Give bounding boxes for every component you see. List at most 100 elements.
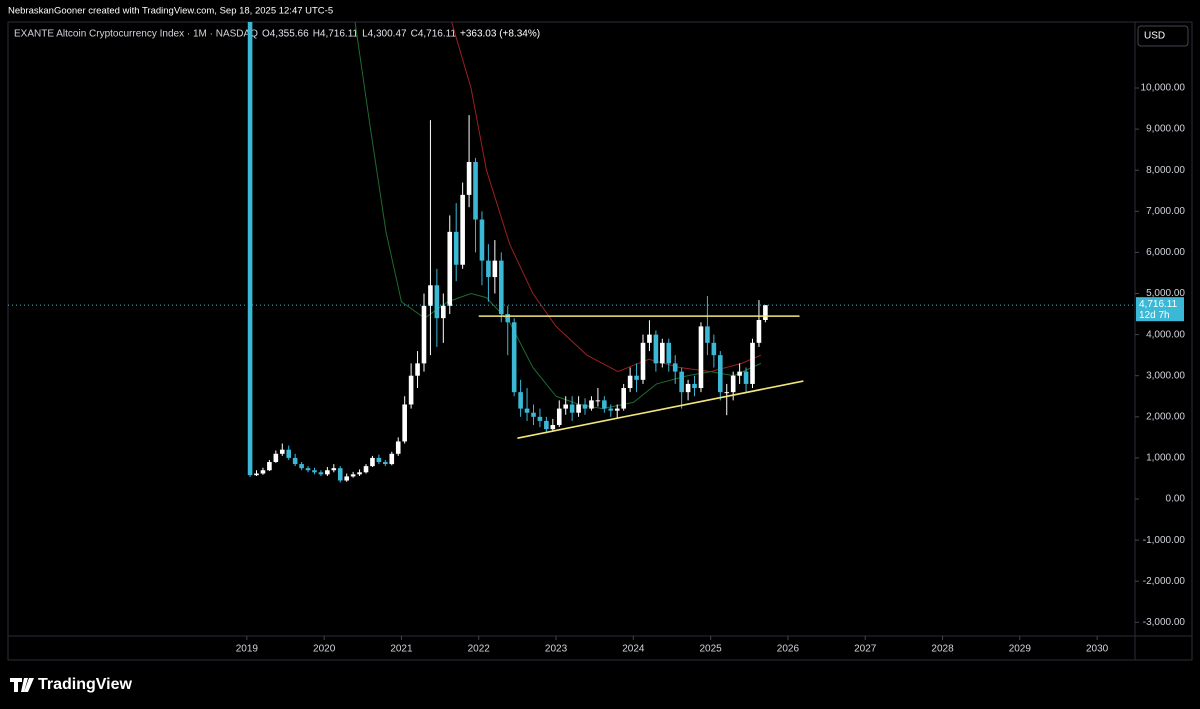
candle-body xyxy=(737,371,742,376)
x-tick-label: 2029 xyxy=(1009,644,1032,655)
candle-body xyxy=(582,404,588,409)
candle-body xyxy=(511,322,517,393)
candle-body xyxy=(279,449,285,454)
candle-body xyxy=(318,472,324,475)
candle-body xyxy=(698,326,704,389)
candle-body xyxy=(305,468,311,471)
candle-body xyxy=(589,400,594,409)
candle-body xyxy=(312,470,317,473)
candle-body xyxy=(685,383,691,393)
moving-average xyxy=(354,22,762,410)
countdown-label: 12d 7h xyxy=(1139,310,1170,321)
candle-body xyxy=(492,260,498,278)
y-tick-label: 4,000.00 xyxy=(1146,329,1185,340)
x-tick-label: 2019 xyxy=(236,644,259,655)
candle-body xyxy=(576,404,581,413)
x-tick-label: 2028 xyxy=(931,644,954,655)
moving-average xyxy=(451,22,762,373)
candle-body xyxy=(763,305,768,320)
candle-body xyxy=(717,355,723,393)
candle-body xyxy=(260,470,266,474)
candle-body xyxy=(434,285,440,319)
candle-body xyxy=(466,161,472,195)
brand-logo xyxy=(10,678,34,692)
x-tick-label: 2026 xyxy=(777,644,800,655)
y-tick-label: 2,000.00 xyxy=(1146,411,1185,422)
candle-body xyxy=(486,260,491,278)
candle-body xyxy=(640,342,646,380)
trend-line xyxy=(517,380,804,439)
x-tick-label: 2023 xyxy=(545,644,568,655)
candle-body xyxy=(627,375,633,389)
candle-body xyxy=(299,464,304,469)
x-tick-label: 2022 xyxy=(468,644,491,655)
x-tick-label: 2024 xyxy=(622,644,645,655)
y-tick-label: 5,000.00 xyxy=(1146,288,1185,299)
candle-body xyxy=(460,194,465,265)
credit: NebraskanGooner created with TradingView… xyxy=(8,6,333,17)
y-tick-label: 0.00 xyxy=(1166,494,1186,505)
candle-body xyxy=(556,408,562,426)
candle-body xyxy=(453,231,459,265)
currency[interactable]: USD xyxy=(1144,31,1165,42)
candle-body xyxy=(743,371,749,384)
candle-body xyxy=(550,425,556,430)
candle-body xyxy=(441,305,446,319)
symbol-title: EXANTE Altcoin Cryptocurrency Index · 1M… xyxy=(14,29,258,40)
candle-body xyxy=(653,334,659,364)
candle-body xyxy=(286,449,292,458)
candle-body xyxy=(524,408,530,413)
candle-body xyxy=(563,404,569,409)
candle-body xyxy=(531,412,536,417)
candle-body xyxy=(569,404,575,413)
last-price-label: 4,716.11 xyxy=(1139,299,1178,310)
candle-body xyxy=(415,363,420,376)
candle-body xyxy=(518,392,523,409)
candle-body xyxy=(357,472,362,475)
x-tick-label: 2030 xyxy=(1086,644,1109,655)
header-value: O4,355.66 xyxy=(262,29,309,40)
candle-body xyxy=(402,404,407,442)
y-tick-label: 10,000.00 xyxy=(1141,83,1186,94)
header-value: L4,300.47 xyxy=(362,29,407,40)
candle-body xyxy=(267,462,272,471)
header-value: C4,716.11 xyxy=(411,29,457,40)
candle-body xyxy=(273,453,279,463)
candle-body xyxy=(595,400,601,402)
y-tick-label: -1,000.00 xyxy=(1143,535,1186,546)
candle-body xyxy=(292,457,298,465)
x-tick-label: 2027 xyxy=(854,644,877,655)
brand: TradingView xyxy=(38,676,133,693)
currency-button[interactable] xyxy=(1137,25,1189,47)
candle-body xyxy=(395,441,401,454)
candle-body xyxy=(337,468,343,481)
candle-body xyxy=(505,314,511,323)
candle-body xyxy=(679,371,684,393)
candle-body xyxy=(350,474,356,477)
candle-body xyxy=(325,470,330,475)
x-tick-label: 2025 xyxy=(700,644,723,655)
candle-body xyxy=(544,420,549,430)
plot-area xyxy=(247,22,804,483)
y-tick-label: 8,000.00 xyxy=(1146,165,1185,176)
candle-body xyxy=(247,22,253,476)
candle-body xyxy=(647,334,652,343)
candle-body xyxy=(473,161,478,220)
candle-body xyxy=(383,462,388,465)
candle-body xyxy=(750,342,755,384)
y-tick-label: -3,000.00 xyxy=(1143,617,1186,628)
candle-body xyxy=(363,466,369,473)
candle-body xyxy=(376,457,382,463)
candle-body xyxy=(614,408,620,411)
candle-body xyxy=(428,285,433,306)
candle-body xyxy=(634,375,639,380)
candle-body xyxy=(498,260,504,315)
candle-body xyxy=(724,392,730,394)
y-tick-label: 6,000.00 xyxy=(1146,247,1185,258)
candle-body xyxy=(660,342,665,364)
candle-body xyxy=(602,400,607,409)
y-tick-label: 7,000.00 xyxy=(1146,206,1185,217)
